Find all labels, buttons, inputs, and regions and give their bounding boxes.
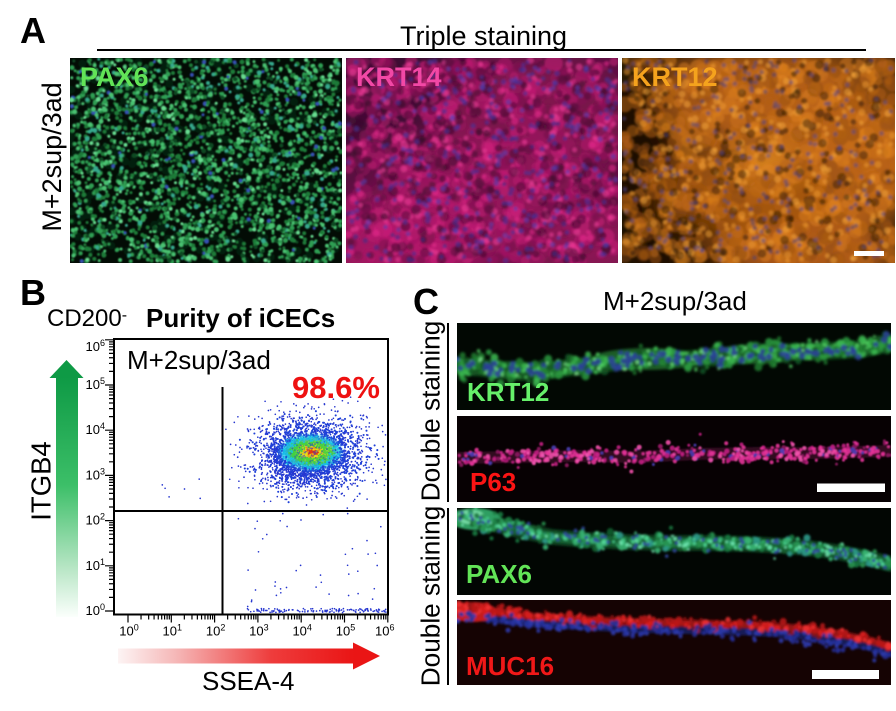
svg-text:106: 106: [86, 338, 105, 354]
svg-text:104: 104: [292, 623, 311, 639]
svg-text:101: 101: [163, 623, 182, 639]
svg-text:105: 105: [86, 376, 105, 392]
svg-text:105: 105: [336, 623, 355, 639]
svg-text:100: 100: [119, 623, 138, 639]
svg-text:103: 103: [86, 466, 105, 482]
svg-text:100: 100: [86, 602, 105, 618]
svg-text:104: 104: [86, 421, 105, 437]
svg-text:103: 103: [249, 623, 268, 639]
svg-text:101: 101: [86, 557, 105, 573]
svg-text:102: 102: [206, 623, 225, 639]
svg-text:102: 102: [86, 512, 105, 528]
svg-text:106: 106: [375, 623, 394, 639]
